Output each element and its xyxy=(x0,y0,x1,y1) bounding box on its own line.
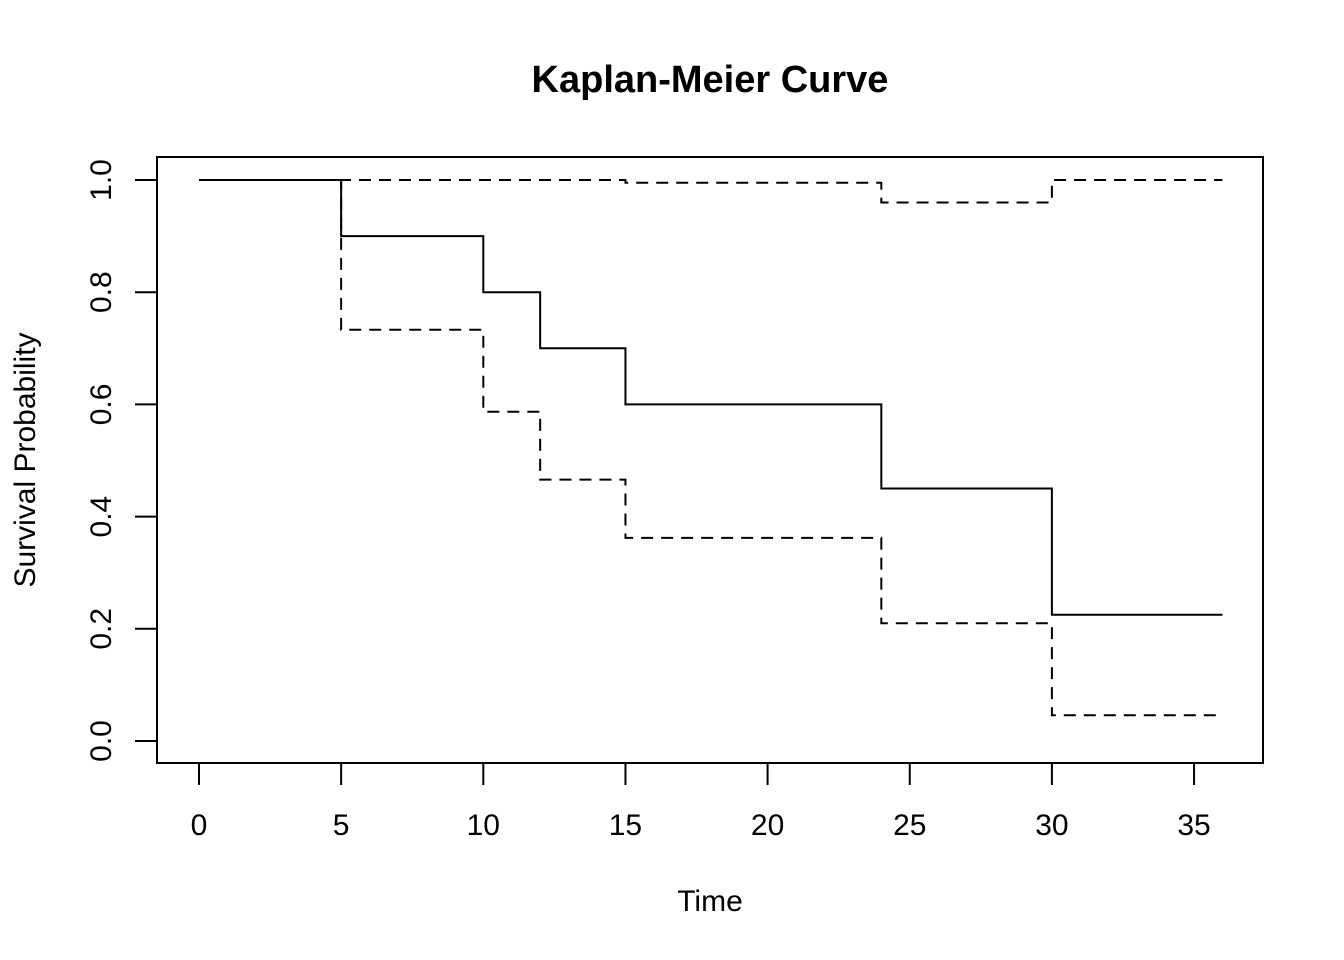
y-axis-title: Survival Probability xyxy=(9,332,42,587)
x-axis-title: Time xyxy=(677,885,743,918)
plot-frame xyxy=(156,156,1264,764)
x-tick-label: 5 xyxy=(333,809,350,842)
y-tick-label: 0.2 xyxy=(85,608,118,650)
x-tick-label: 0 xyxy=(191,809,208,842)
x-tick-label: 35 xyxy=(1177,809,1210,842)
y-tick-label: 0.8 xyxy=(85,271,118,313)
series-layer xyxy=(199,179,1223,717)
x-tick-label: 15 xyxy=(609,809,642,842)
y-tick-label: 0.6 xyxy=(85,384,118,426)
chart-title: Kaplan-Meier Curve xyxy=(532,59,889,101)
lower-confidence-bound xyxy=(199,179,1223,204)
y-tick-label: 0.4 xyxy=(85,496,118,538)
x-tick-label: 25 xyxy=(893,809,926,842)
x-tick-label: 20 xyxy=(751,809,784,842)
x-tick-label: 30 xyxy=(1035,809,1068,842)
upper-confidence-bound xyxy=(199,179,1223,717)
x-tick-label: 10 xyxy=(467,809,500,842)
survival-curve xyxy=(199,179,1223,616)
y-tick-label: 0.0 xyxy=(85,720,118,762)
y-tick-label: 1.0 xyxy=(85,159,118,201)
y-axis: 0.0 0.2 0.4 0.6 0.8 1.0 xyxy=(85,159,158,762)
x-axis: 0 5 10 15 20 25 30 35 xyxy=(191,762,1211,842)
